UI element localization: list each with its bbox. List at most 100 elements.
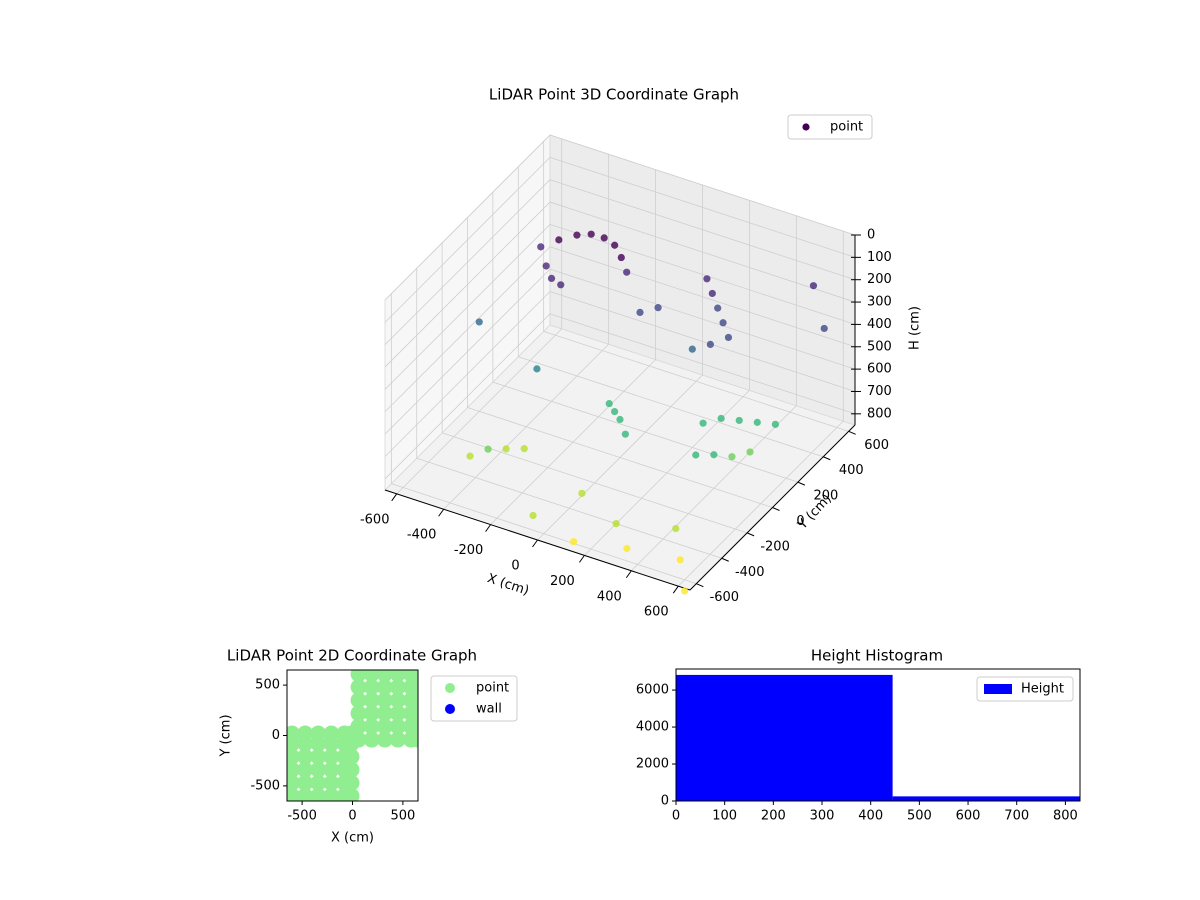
tick-mark — [438, 508, 445, 517]
y-tick-label: 2000 — [636, 757, 669, 772]
point — [623, 268, 631, 276]
point — [570, 538, 578, 546]
z-tick-label: 100 — [867, 250, 892, 265]
y-tick-label: 200 — [813, 489, 838, 504]
point — [376, 692, 393, 709]
y-tick-label: 400 — [839, 463, 864, 478]
point — [323, 748, 340, 765]
point — [310, 761, 327, 778]
tick-mark — [485, 524, 491, 532]
tick-mark — [721, 557, 729, 562]
y-tick-label: 0 — [796, 514, 804, 529]
point — [410, 679, 418, 696]
point — [389, 670, 406, 683]
point — [820, 324, 828, 333]
x-axis-line — [384, 489, 691, 591]
point — [297, 725, 314, 742]
tick-mark — [797, 481, 806, 486]
z-tick-label: 400 — [867, 317, 892, 332]
y-tick-label: -400 — [735, 565, 765, 580]
point — [343, 748, 360, 765]
grid-line — [391, 483, 697, 585]
tick-mark — [772, 507, 780, 511]
point — [363, 670, 380, 683]
point — [699, 419, 707, 427]
point — [706, 340, 714, 349]
chart-title: LiDAR Point 2D Coordinate Graph — [227, 647, 477, 665]
point — [547, 274, 556, 283]
point — [746, 448, 754, 456]
point — [323, 725, 340, 742]
point — [310, 774, 327, 791]
points — [287, 670, 418, 801]
point — [343, 774, 360, 791]
point — [376, 670, 393, 683]
x-tick-label: 100 — [712, 809, 737, 824]
point — [310, 725, 327, 742]
z-tick-label: 500 — [867, 339, 892, 354]
point — [389, 731, 406, 748]
x-tick-label: 600 — [956, 809, 981, 824]
grid-line — [384, 179, 551, 345]
point — [297, 787, 314, 801]
point — [350, 705, 367, 722]
point — [376, 705, 393, 722]
grid-line — [384, 291, 551, 457]
grid-line — [467, 407, 773, 508]
grid-line — [384, 246, 551, 413]
z-tick-label: 0 — [867, 228, 875, 243]
x-tick-label: 500 — [390, 809, 415, 824]
point — [542, 262, 550, 270]
bar — [676, 674, 893, 801]
point — [484, 445, 492, 453]
point — [287, 725, 301, 742]
tick-mark — [579, 555, 585, 563]
y-tick-label: 0 — [272, 728, 280, 743]
point — [410, 670, 418, 683]
point — [363, 718, 380, 735]
bar — [892, 796, 1080, 801]
grid-line — [549, 179, 856, 281]
point — [350, 692, 367, 709]
point — [573, 231, 581, 239]
point — [389, 692, 406, 709]
x-tick-label: 0 — [348, 809, 356, 824]
point — [771, 420, 779, 428]
point — [410, 692, 418, 709]
point — [343, 761, 360, 778]
chart-title: LiDAR Point 3D Coordinate Graph — [489, 86, 739, 104]
point — [310, 787, 327, 801]
x-tick-label: -400 — [407, 528, 437, 543]
y-axis-label: Y (cm) — [219, 714, 234, 757]
point — [323, 787, 340, 801]
y-axis-line — [689, 424, 856, 591]
legend-marker — [802, 123, 810, 131]
grid-line — [384, 157, 551, 323]
legend-label: point — [830, 120, 863, 135]
x-tick-label: 200 — [550, 574, 575, 589]
point — [617, 253, 625, 262]
point — [724, 333, 733, 342]
grid-line — [549, 156, 856, 258]
chart-title: Height Histogram — [811, 647, 943, 665]
point — [287, 787, 301, 801]
point — [578, 489, 586, 497]
point — [555, 236, 563, 244]
point — [537, 243, 545, 251]
point — [410, 718, 418, 735]
bars — [676, 674, 1080, 801]
point — [350, 679, 367, 696]
y-tick-label: -200 — [760, 539, 790, 554]
tick-mark — [391, 493, 398, 502]
point — [475, 318, 483, 326]
point — [717, 414, 725, 423]
point — [616, 415, 624, 424]
point — [636, 308, 644, 316]
point — [681, 587, 689, 595]
point — [611, 407, 619, 416]
grid-line — [549, 224, 856, 325]
point — [389, 679, 406, 696]
legend-marker — [445, 683, 455, 693]
tick-mark — [672, 585, 679, 594]
grid-line — [441, 432, 748, 534]
